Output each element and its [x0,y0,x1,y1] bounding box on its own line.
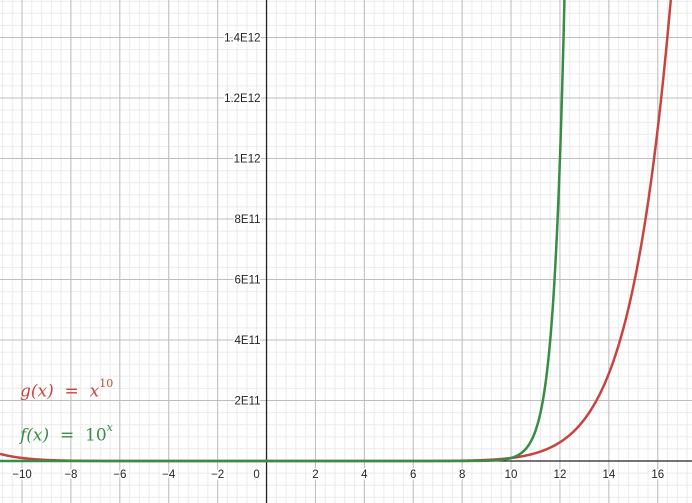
x-tick-label: 12 [554,469,567,481]
legend-f: f(x) = 10x [20,421,113,446]
x-tick-label: −8 [64,469,77,481]
y-tick-label: 1.4E12 [224,33,260,45]
legend-g-exp: 10 [99,377,114,390]
y-tick-label: 1E12 [234,154,261,166]
x-tick-label: −6 [113,469,126,481]
legend-g-lhs: g(x) [20,381,54,402]
curve-10-pow-x [0,0,566,463]
legend-f-exp: x [106,421,113,434]
x-tick-label: 2 [312,469,318,481]
y-tick-label: 1.2E12 [224,93,260,105]
x-tick-label: −4 [162,469,176,481]
y-tick-label: 6E11 [235,275,261,287]
x-tick-label: 0 [253,469,259,481]
x-tick-label: −10 [12,469,32,481]
legend-f-eq: = [59,425,75,446]
legend-f-lhs: f(x) [20,425,50,446]
legend-g: g(x) = x10 [20,377,114,402]
y-tick-label: 2E11 [235,396,261,408]
y-tick-label: 4E11 [235,335,261,347]
x-tick-label: 8 [459,469,465,481]
legend-f-base: 10 [85,425,107,446]
x-tick-label: 6 [410,469,416,481]
x-tick-label: −2 [211,469,224,481]
y-tick-label: 8E11 [235,214,261,226]
legend-g-base: x [89,381,100,402]
x-tick-label: 4 [361,469,368,481]
x-tick-label: 10 [505,469,518,481]
x-tick-label: 16 [651,469,664,481]
x-tick-label: 14 [602,469,615,481]
legend-g-eq: = [64,381,79,402]
